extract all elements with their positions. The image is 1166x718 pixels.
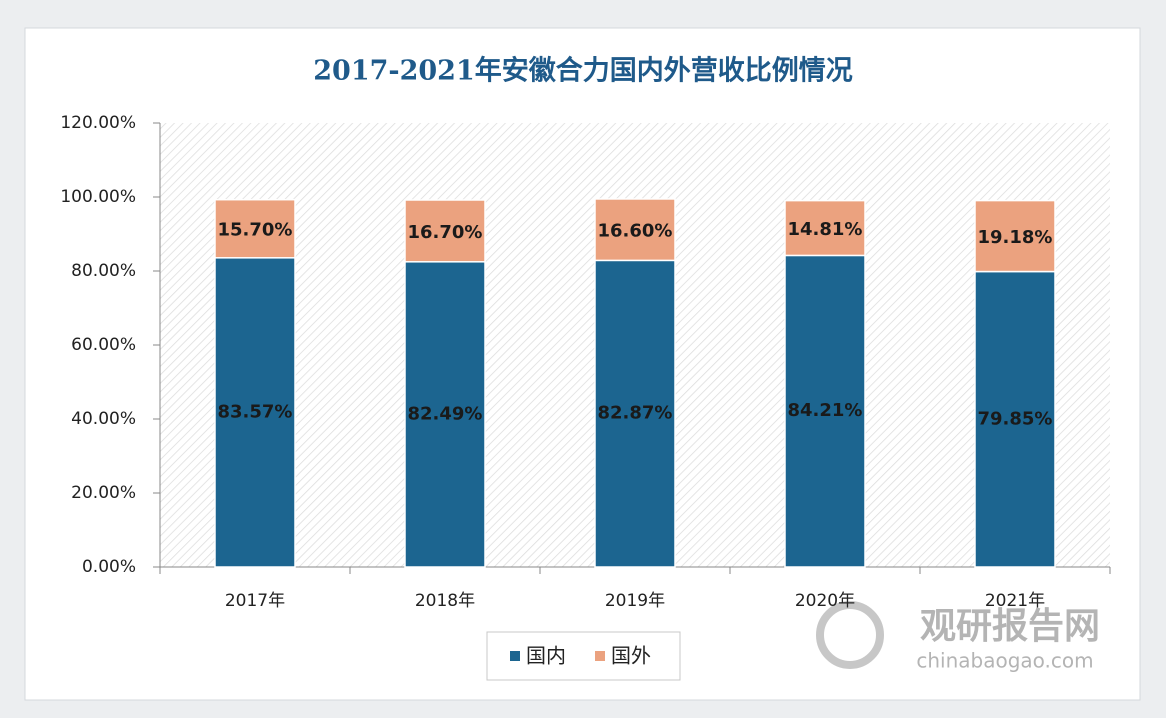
value-label: 79.85%	[978, 408, 1053, 429]
y-tick-label: 0.00%	[82, 557, 136, 577]
y-tick-label: 100.00%	[60, 187, 136, 207]
y-tick-label: 80.00%	[71, 261, 136, 281]
y-tick-label: 120.00%	[60, 113, 136, 133]
chart-title: 2017-2021年安徽合力国内外营收比例情况	[313, 55, 853, 87]
y-tick-label: 60.00%	[71, 335, 136, 355]
value-label: 84.21%	[788, 400, 863, 421]
legend-swatch	[595, 651, 605, 661]
bar-segment	[784, 199, 866, 257]
bar-segment	[974, 270, 1056, 568]
bar-segment	[404, 261, 486, 568]
legend-swatch	[510, 651, 520, 661]
watermark-name: 观研报告网	[920, 606, 1100, 647]
y-tick-label: 40.00%	[71, 409, 136, 429]
x-tick-label: 2017年	[225, 591, 285, 611]
watermark-logo	[816, 601, 884, 669]
value-label: 15.70%	[218, 220, 293, 241]
bar-segment	[404, 199, 486, 263]
x-tick-label: 2018年	[415, 591, 475, 611]
bar-segment	[214, 198, 296, 259]
value-label: 82.49%	[408, 403, 483, 424]
bar-segment	[594, 198, 676, 262]
bar-segment	[974, 199, 1056, 273]
value-label: 16.60%	[598, 221, 673, 242]
value-label: 83.57%	[218, 401, 293, 422]
watermark-url: chinabaogao.com	[916, 649, 1093, 673]
value-label: 16.70%	[408, 222, 483, 243]
value-label: 14.81%	[788, 219, 863, 240]
bar-segment	[784, 254, 866, 568]
legend-label: 国内	[526, 644, 566, 668]
y-tick-label: 20.00%	[71, 483, 136, 503]
x-tick-label: 2019年	[605, 591, 665, 611]
bar-segment	[594, 259, 676, 568]
legend-label: 国外	[611, 644, 651, 668]
x-tick-label: 2021年	[985, 591, 1045, 611]
x-tick-label: 2020年	[795, 591, 855, 611]
value-label: 82.87%	[598, 403, 673, 424]
watermark: 观研报告网 chinabaogao.com	[816, 601, 1100, 673]
value-label: 19.18%	[978, 227, 1053, 248]
